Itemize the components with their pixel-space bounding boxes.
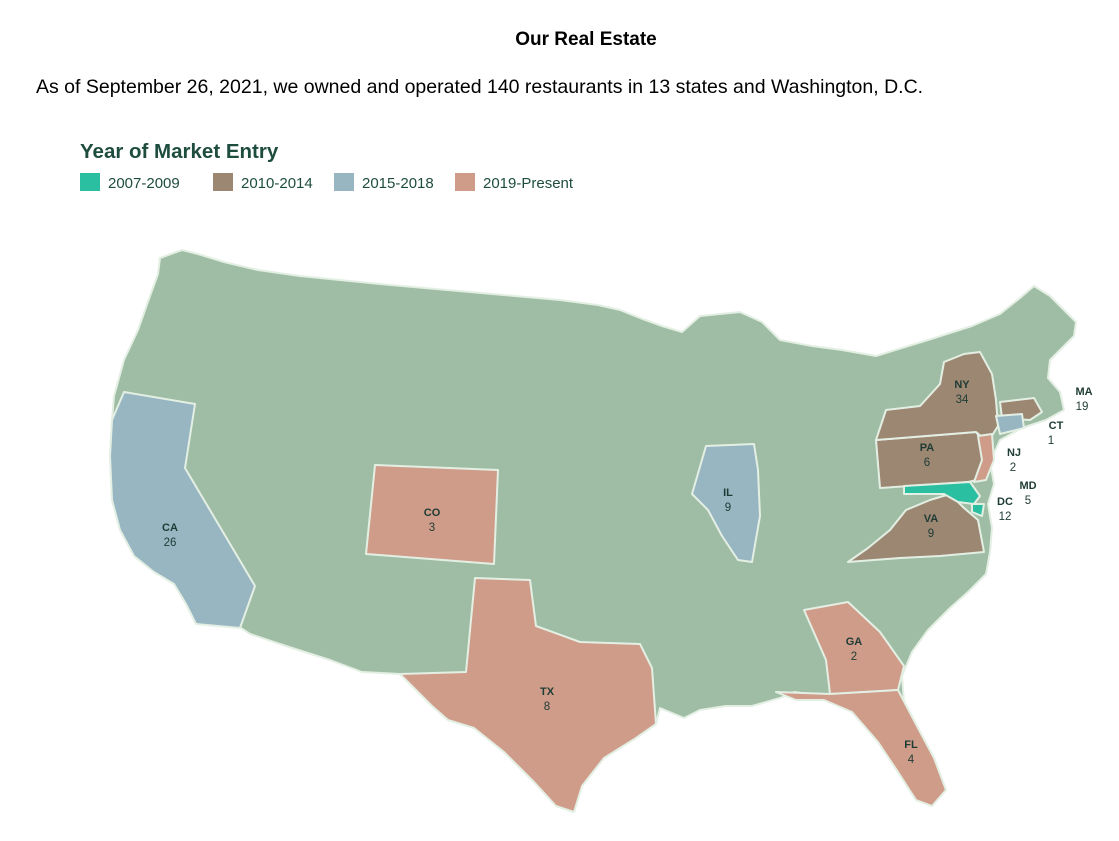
state-count: 9 — [725, 502, 731, 514]
state-ga — [803, 601, 905, 695]
state-count: 12 — [999, 511, 1012, 523]
state-label-il: IL 9 — [723, 487, 733, 514]
state-code: GA — [846, 636, 863, 648]
state-code: CO — [424, 507, 441, 519]
state-code: IL — [723, 487, 733, 499]
legend-swatch — [455, 173, 475, 191]
state-count: 2 — [851, 651, 857, 663]
legend-swatch — [80, 173, 100, 191]
state-ct — [995, 413, 1025, 435]
state-label-tx: TX 8 — [540, 686, 555, 713]
intro-text: As of September 26, 2021, we owned and o… — [36, 76, 924, 98]
state-label-co: CO 3 — [424, 507, 441, 534]
state-count: 2 — [1010, 462, 1016, 474]
state-count: 3 — [429, 522, 435, 534]
state-fl — [775, 689, 947, 807]
state-code: TX — [540, 686, 555, 698]
state-tx — [399, 577, 657, 813]
state-label-ga: GA 2 — [846, 636, 863, 663]
state-code: NJ — [1007, 447, 1021, 459]
legend-label: 2010-2014 — [241, 175, 313, 192]
state-label-fl: FL 4 — [904, 739, 918, 766]
legend-label: 2019-Present — [483, 175, 574, 192]
state-count: 8 — [544, 701, 550, 713]
legend-swatch — [334, 173, 354, 191]
state-il — [691, 443, 761, 563]
state-label-ct: CT 1 — [1048, 420, 1064, 447]
state-code: CT — [1049, 420, 1064, 432]
legend-title: Year of Market Entry — [80, 140, 279, 163]
state-count: 26 — [164, 537, 177, 549]
state-label-va: VA 9 — [924, 513, 939, 540]
state-dc — [971, 503, 985, 517]
state-label-ca: CA 26 — [162, 522, 178, 549]
legend-swatch — [213, 173, 233, 191]
state-code: MD — [1019, 480, 1036, 492]
state-label-ma: MA 19 — [1075, 386, 1092, 413]
legend-label: 2015-2018 — [362, 175, 434, 192]
state-label-md: MD 5 — [1019, 480, 1036, 507]
state-co — [365, 464, 499, 565]
state-count: 1 — [1048, 435, 1054, 447]
state-label-nj: NJ 2 — [1007, 447, 1021, 474]
state-code: NY — [954, 379, 970, 391]
page-title: Our Real Estate — [515, 29, 657, 50]
state-code: FL — [904, 739, 918, 751]
state-md — [903, 481, 981, 505]
state-ca — [109, 391, 256, 629]
state-label-pa: PA 6 — [920, 442, 935, 469]
state-count: 9 — [928, 528, 934, 540]
state-code: MA — [1075, 386, 1092, 398]
state-code: DC — [997, 496, 1013, 508]
state-pa — [875, 431, 989, 489]
state-count: 6 — [924, 457, 930, 469]
state-label-ny: NY 34 — [954, 379, 970, 406]
state-nj — [973, 433, 995, 483]
state-code: VA — [924, 513, 939, 525]
state-code: CA — [162, 522, 178, 534]
state-count: 4 — [908, 754, 915, 766]
state-count: 34 — [956, 394, 969, 406]
state-count: 5 — [1025, 495, 1031, 507]
state-code: PA — [920, 442, 935, 454]
state-count: 19 — [1076, 401, 1089, 413]
legend-label: 2007-2009 — [108, 175, 180, 192]
state-label-dc: DC 12 — [997, 496, 1013, 523]
state-ny — [875, 351, 999, 443]
